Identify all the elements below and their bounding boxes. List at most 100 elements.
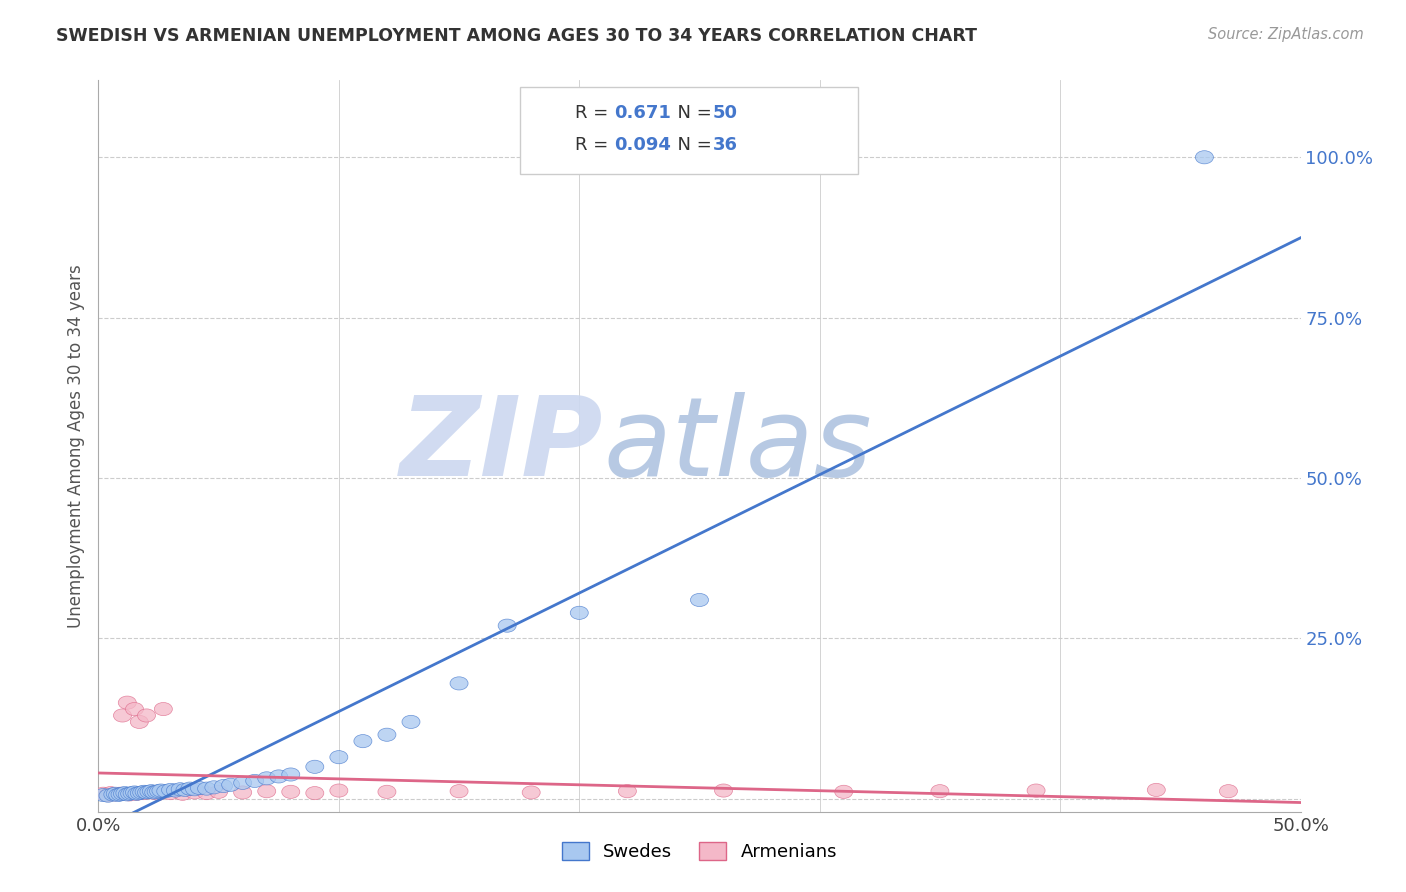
Ellipse shape — [114, 787, 132, 800]
Ellipse shape — [94, 789, 112, 802]
Text: N =: N = — [666, 104, 718, 122]
Ellipse shape — [138, 786, 156, 799]
Ellipse shape — [305, 760, 323, 773]
Ellipse shape — [142, 785, 160, 797]
Ellipse shape — [186, 786, 204, 799]
Legend: Swedes, Armenians: Swedes, Armenians — [554, 835, 845, 869]
Ellipse shape — [931, 785, 949, 797]
Ellipse shape — [305, 787, 323, 800]
Ellipse shape — [181, 782, 198, 795]
Ellipse shape — [107, 788, 124, 801]
Ellipse shape — [233, 776, 252, 789]
Text: 0.671: 0.671 — [614, 104, 671, 122]
Ellipse shape — [619, 785, 637, 797]
Ellipse shape — [128, 787, 146, 800]
Ellipse shape — [149, 787, 167, 800]
Ellipse shape — [190, 781, 208, 795]
Ellipse shape — [132, 786, 150, 799]
Text: Source: ZipAtlas.com: Source: ZipAtlas.com — [1208, 27, 1364, 42]
Ellipse shape — [124, 787, 141, 800]
Y-axis label: Unemployment Among Ages 30 to 34 years: Unemployment Among Ages 30 to 34 years — [66, 264, 84, 628]
Ellipse shape — [104, 788, 122, 801]
Ellipse shape — [222, 778, 239, 791]
Ellipse shape — [125, 786, 143, 799]
Ellipse shape — [246, 774, 264, 788]
Text: ZIP: ZIP — [399, 392, 603, 500]
Ellipse shape — [1147, 783, 1166, 797]
Ellipse shape — [149, 785, 167, 797]
Ellipse shape — [209, 785, 228, 798]
Ellipse shape — [135, 785, 153, 798]
Ellipse shape — [118, 696, 136, 709]
Ellipse shape — [835, 785, 853, 798]
Ellipse shape — [145, 786, 163, 799]
Ellipse shape — [1026, 784, 1045, 797]
Ellipse shape — [94, 787, 112, 800]
Text: atlas: atlas — [603, 392, 872, 500]
Ellipse shape — [156, 785, 174, 797]
Ellipse shape — [176, 783, 194, 797]
Ellipse shape — [131, 715, 148, 729]
Ellipse shape — [155, 703, 173, 715]
Ellipse shape — [98, 789, 117, 802]
Ellipse shape — [111, 788, 129, 801]
Ellipse shape — [135, 787, 153, 800]
Ellipse shape — [115, 787, 134, 800]
Ellipse shape — [378, 728, 396, 741]
Text: R =: R = — [575, 136, 614, 154]
Ellipse shape — [198, 782, 215, 795]
Ellipse shape — [173, 787, 191, 800]
Ellipse shape — [121, 788, 139, 801]
Ellipse shape — [166, 784, 184, 797]
Text: 36: 36 — [713, 136, 738, 154]
Ellipse shape — [111, 787, 129, 800]
Text: 50: 50 — [713, 104, 738, 122]
Text: SWEDISH VS ARMENIAN UNEMPLOYMENT AMONG AGES 30 TO 34 YEARS CORRELATION CHART: SWEDISH VS ARMENIAN UNEMPLOYMENT AMONG A… — [56, 27, 977, 45]
Ellipse shape — [215, 780, 232, 793]
Ellipse shape — [257, 772, 276, 785]
Ellipse shape — [354, 734, 373, 747]
Ellipse shape — [270, 770, 288, 783]
Ellipse shape — [281, 768, 299, 781]
Ellipse shape — [131, 787, 148, 800]
Ellipse shape — [172, 782, 190, 796]
Ellipse shape — [139, 785, 157, 798]
Ellipse shape — [233, 786, 252, 799]
Ellipse shape — [714, 784, 733, 797]
Ellipse shape — [690, 593, 709, 607]
Ellipse shape — [152, 784, 170, 797]
Ellipse shape — [281, 785, 299, 798]
Ellipse shape — [128, 787, 146, 800]
Ellipse shape — [121, 787, 139, 800]
Ellipse shape — [1195, 151, 1213, 164]
Ellipse shape — [162, 787, 180, 800]
Ellipse shape — [98, 789, 117, 802]
Ellipse shape — [498, 619, 516, 632]
Ellipse shape — [378, 785, 396, 798]
Text: 0.094: 0.094 — [614, 136, 671, 154]
Ellipse shape — [186, 782, 204, 796]
Ellipse shape — [1219, 785, 1237, 797]
Text: N =: N = — [666, 136, 718, 154]
Ellipse shape — [125, 703, 143, 715]
Ellipse shape — [522, 786, 540, 799]
Ellipse shape — [402, 715, 420, 729]
Ellipse shape — [148, 785, 165, 798]
Ellipse shape — [138, 709, 156, 722]
Ellipse shape — [450, 785, 468, 797]
Ellipse shape — [450, 677, 468, 690]
Ellipse shape — [330, 750, 347, 764]
Text: R =: R = — [575, 104, 614, 122]
Ellipse shape — [205, 780, 222, 794]
Ellipse shape — [198, 787, 215, 800]
Ellipse shape — [114, 709, 132, 722]
Ellipse shape — [108, 789, 127, 802]
Ellipse shape — [118, 788, 136, 801]
Ellipse shape — [142, 786, 160, 799]
Ellipse shape — [330, 784, 347, 797]
Ellipse shape — [571, 607, 588, 619]
Ellipse shape — [101, 787, 120, 800]
Ellipse shape — [107, 787, 124, 800]
Ellipse shape — [162, 783, 180, 797]
Ellipse shape — [257, 785, 276, 797]
